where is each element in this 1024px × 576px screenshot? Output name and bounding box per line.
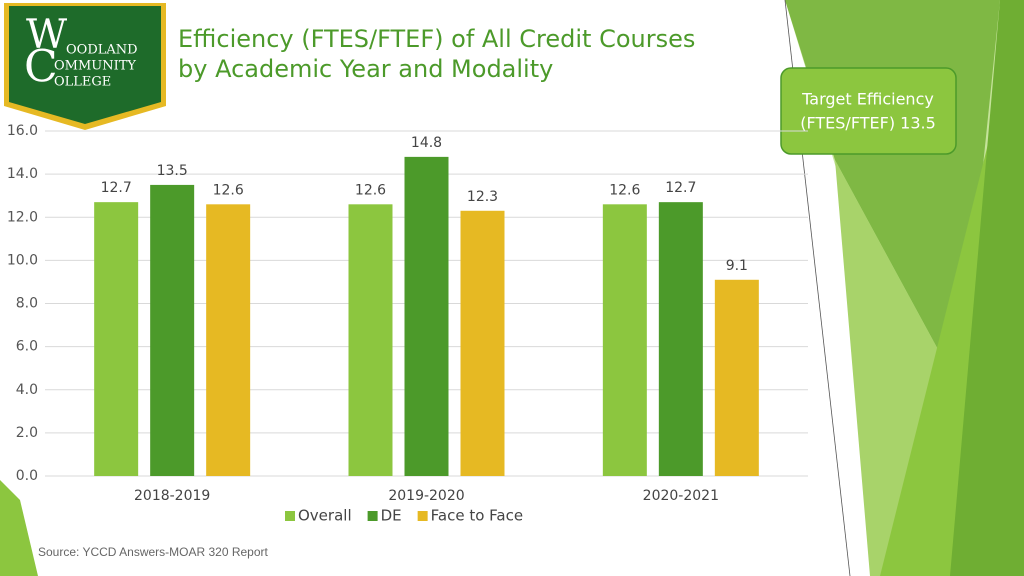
chart-title: by Academic Year and Modality xyxy=(178,55,553,83)
callout-box xyxy=(780,67,957,155)
callout-text: (FTES/FTEF) 13.5 xyxy=(800,114,936,133)
logo-letter: W xyxy=(26,12,67,58)
value-label: 9.1 xyxy=(726,258,748,274)
logo: W C OODLAND OMMUNITY OLLEGE xyxy=(4,3,166,130)
logo-field xyxy=(9,6,161,124)
y-tick-label: 16.0 xyxy=(7,123,38,139)
legend-swatch xyxy=(285,511,295,521)
legend-label: DE xyxy=(381,507,402,525)
logo-line: OLLEGE xyxy=(54,75,111,90)
y-tick-label: 2.0 xyxy=(16,425,38,441)
y-tick-label: 10.0 xyxy=(7,252,38,268)
bar xyxy=(94,202,139,476)
legend-label: Face to Face xyxy=(431,507,523,525)
bar xyxy=(348,204,393,476)
callout: Target Efficiency (FTES/FTEF) 13.5 xyxy=(780,67,957,155)
bar xyxy=(460,210,505,476)
value-label: 12.6 xyxy=(355,182,386,198)
y-tick-label: 14.0 xyxy=(7,166,38,182)
bar xyxy=(404,156,449,476)
x-tick-label: 2018-2019 xyxy=(134,488,210,504)
bar xyxy=(150,184,195,476)
value-label: 12.6 xyxy=(213,182,244,198)
value-label: 12.7 xyxy=(101,180,132,196)
x-tick-label: 2019-2020 xyxy=(388,488,464,504)
x-tick-label: 2020-2021 xyxy=(643,488,719,504)
logo-line: OODLAND xyxy=(66,43,138,58)
value-label: 13.5 xyxy=(157,163,188,179)
chart-title: Efficiency (FTES/FTEF) of All Credit Cou… xyxy=(178,25,695,53)
bar xyxy=(714,279,759,476)
value-label: 12.3 xyxy=(467,189,498,205)
plot: 0.0 2.0 4.0 6.0 8.0 10.0 12.0 14.0 16.0 2018-2019… xyxy=(7,123,808,525)
y-tick-label: 12.0 xyxy=(7,209,38,225)
y-tick-label: 6.0 xyxy=(16,339,38,355)
value-label: 12.7 xyxy=(665,180,696,196)
legend-swatch xyxy=(367,511,378,521)
y-tick-label: 8.0 xyxy=(16,296,38,312)
source-note: Source: YCCD Answers-MOAR 320 Report xyxy=(38,545,269,559)
logo-letter: C xyxy=(24,42,58,93)
y-tick-label: 4.0 xyxy=(16,382,38,398)
deco-shape xyxy=(0,480,38,576)
bar xyxy=(206,204,251,476)
bar xyxy=(602,204,647,476)
logo-line: OMMUNITY xyxy=(54,59,136,74)
value-label: 12.6 xyxy=(609,182,640,198)
legend-swatch xyxy=(417,511,428,521)
legend-label: Overall xyxy=(298,507,352,525)
bar xyxy=(658,202,703,476)
callout-text: Target Efficiency xyxy=(801,90,934,109)
value-label: 14.8 xyxy=(411,135,442,151)
y-tick-label: 0.0 xyxy=(16,468,38,484)
deco-shape xyxy=(950,0,1024,576)
